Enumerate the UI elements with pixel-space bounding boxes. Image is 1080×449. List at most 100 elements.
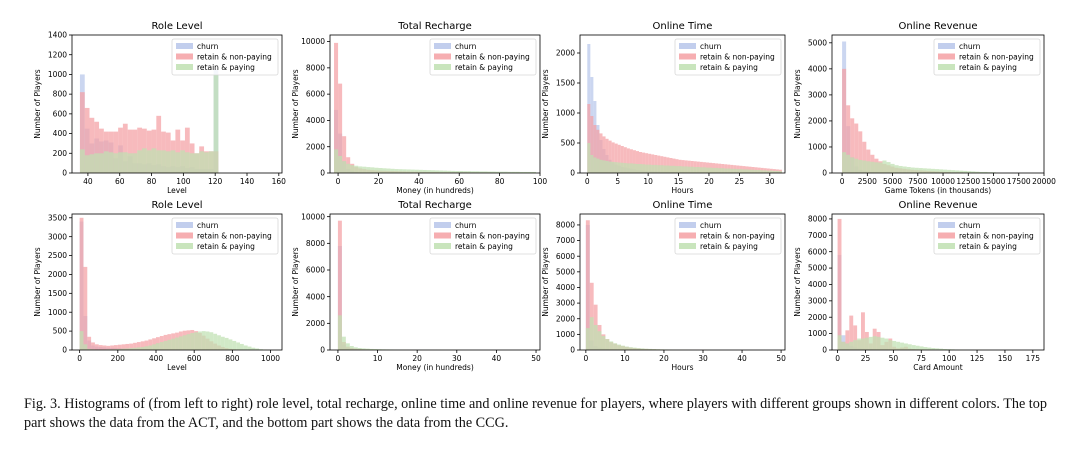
- histogram-bar: [878, 162, 883, 173]
- histogram-bar: [672, 165, 676, 173]
- histogram-bar: [136, 347, 141, 350]
- histogram-bar: [463, 171, 468, 173]
- histogram-bar: [858, 131, 863, 173]
- histogram-bar: [947, 169, 952, 173]
- legend-swatch: [434, 222, 451, 228]
- chart-title: Role Level: [151, 200, 202, 211]
- histogram-bar: [910, 167, 915, 173]
- y-tick-label: 2000: [48, 270, 67, 279]
- histogram-bar: [84, 155, 90, 173]
- histogram-bar: [163, 340, 168, 350]
- histogram-bar: [354, 165, 359, 173]
- histogram-bar: [890, 163, 895, 173]
- histogram-bar: [184, 152, 190, 173]
- histogram-panel: Online Time 0 5 10 15 20 25 30 0 500 1000 1500 2000 H…: [541, 21, 786, 195]
- histogram-panel: Role Level 0 200 400 600 800 1000 0 500 1000 1500 2…: [33, 200, 283, 372]
- legend-swatch: [176, 43, 193, 49]
- plot-frame: [329, 213, 541, 351]
- x-tick-label: 100: [942, 354, 957, 363]
- chart-title: Role Level: [151, 21, 202, 32]
- histogram-bar: [626, 148, 630, 173]
- legend-label: retain & non-paying: [700, 232, 775, 241]
- legend-label: retain & paying: [197, 242, 255, 251]
- y-tick-label: 5000: [808, 264, 827, 273]
- y-tick-label: 0: [320, 346, 325, 355]
- x-tick-label: 30: [698, 354, 708, 363]
- histogram-bars: [79, 69, 219, 173]
- histogram-bar: [742, 169, 746, 173]
- histogram-bar: [651, 154, 655, 173]
- histogram-bar: [338, 155, 343, 173]
- x-tick-label: 0: [840, 177, 845, 186]
- histogram-bar: [170, 150, 176, 173]
- histogram-bar: [666, 165, 670, 173]
- histogram-bar: [645, 153, 649, 173]
- histogram-bar: [951, 170, 956, 173]
- histogram-bar: [927, 347, 932, 350]
- histogram-bar: [593, 157, 597, 173]
- y-tick-label: 2500: [48, 251, 67, 260]
- histogram-bar: [531, 171, 536, 173]
- y-tick-label: 2000: [306, 142, 325, 151]
- y-tick-label: 3000: [556, 299, 575, 308]
- histogram-bar: [589, 317, 594, 350]
- histogram-bars: [334, 42, 536, 173]
- histogram-bar: [605, 339, 610, 350]
- histogram-bar: [220, 336, 225, 350]
- x-tick-label: 0: [583, 354, 588, 363]
- legend-swatch: [434, 43, 451, 49]
- histogram-bar: [394, 169, 399, 173]
- histogram-bar: [915, 345, 920, 350]
- histogram-bar: [334, 42, 339, 173]
- y-tick-label: 6000: [556, 252, 575, 261]
- histogram-bar: [125, 348, 130, 350]
- histogram-bar: [132, 153, 138, 173]
- histogram-bar: [669, 158, 673, 173]
- histogram-bar: [919, 346, 924, 350]
- histogram-bar: [213, 74, 219, 173]
- histogram-bar: [862, 141, 867, 173]
- histogram-bar: [108, 152, 114, 173]
- x-tick-label: 40: [737, 354, 747, 363]
- histogram-bars: [842, 41, 996, 173]
- histogram-bar: [629, 163, 633, 173]
- legend-label: retain & paying: [959, 63, 1017, 72]
- x-tick-label: 20: [374, 177, 384, 186]
- histogram-bar: [117, 348, 122, 350]
- histogram-bar: [98, 345, 103, 350]
- histogram-bar: [614, 143, 618, 173]
- x-tick-label: 2500: [858, 177, 877, 186]
- y-tick-label: 1000: [808, 143, 827, 152]
- histogram-bar: [511, 171, 516, 173]
- y-tick-label: 3000: [48, 232, 67, 241]
- legend-swatch: [679, 232, 696, 239]
- histogram-bar: [623, 147, 627, 173]
- y-tick-label: 0: [570, 346, 575, 355]
- histogram-bar: [596, 129, 600, 173]
- x-tick-label: 20: [412, 354, 422, 363]
- histogram-bar: [224, 337, 229, 350]
- histogram-bar: [900, 342, 904, 350]
- y-tick-label: 4000: [808, 64, 827, 73]
- histogram-bar: [378, 168, 383, 173]
- histogram-bar: [636, 348, 641, 350]
- histogram-bars: [587, 44, 782, 173]
- histogram-bar: [718, 168, 722, 173]
- histogram-bar: [593, 324, 598, 350]
- histogram-bar: [614, 162, 618, 173]
- histogram-bar: [140, 346, 145, 350]
- histogram-bar: [596, 158, 600, 173]
- histogram-bar: [623, 163, 627, 173]
- histogram-bar: [849, 315, 854, 350]
- legend-swatch: [679, 222, 696, 228]
- y-tick-label: 0: [570, 169, 575, 178]
- histogram-bar: [184, 127, 190, 173]
- chart-title: Total Recharge: [397, 200, 472, 211]
- histogram-bar: [251, 347, 256, 350]
- histogram-bar: [702, 167, 706, 173]
- x-tick-label: 40: [83, 177, 93, 186]
- y-tick-label: 1500: [48, 289, 67, 298]
- x-tick-label: 17500: [1007, 177, 1031, 186]
